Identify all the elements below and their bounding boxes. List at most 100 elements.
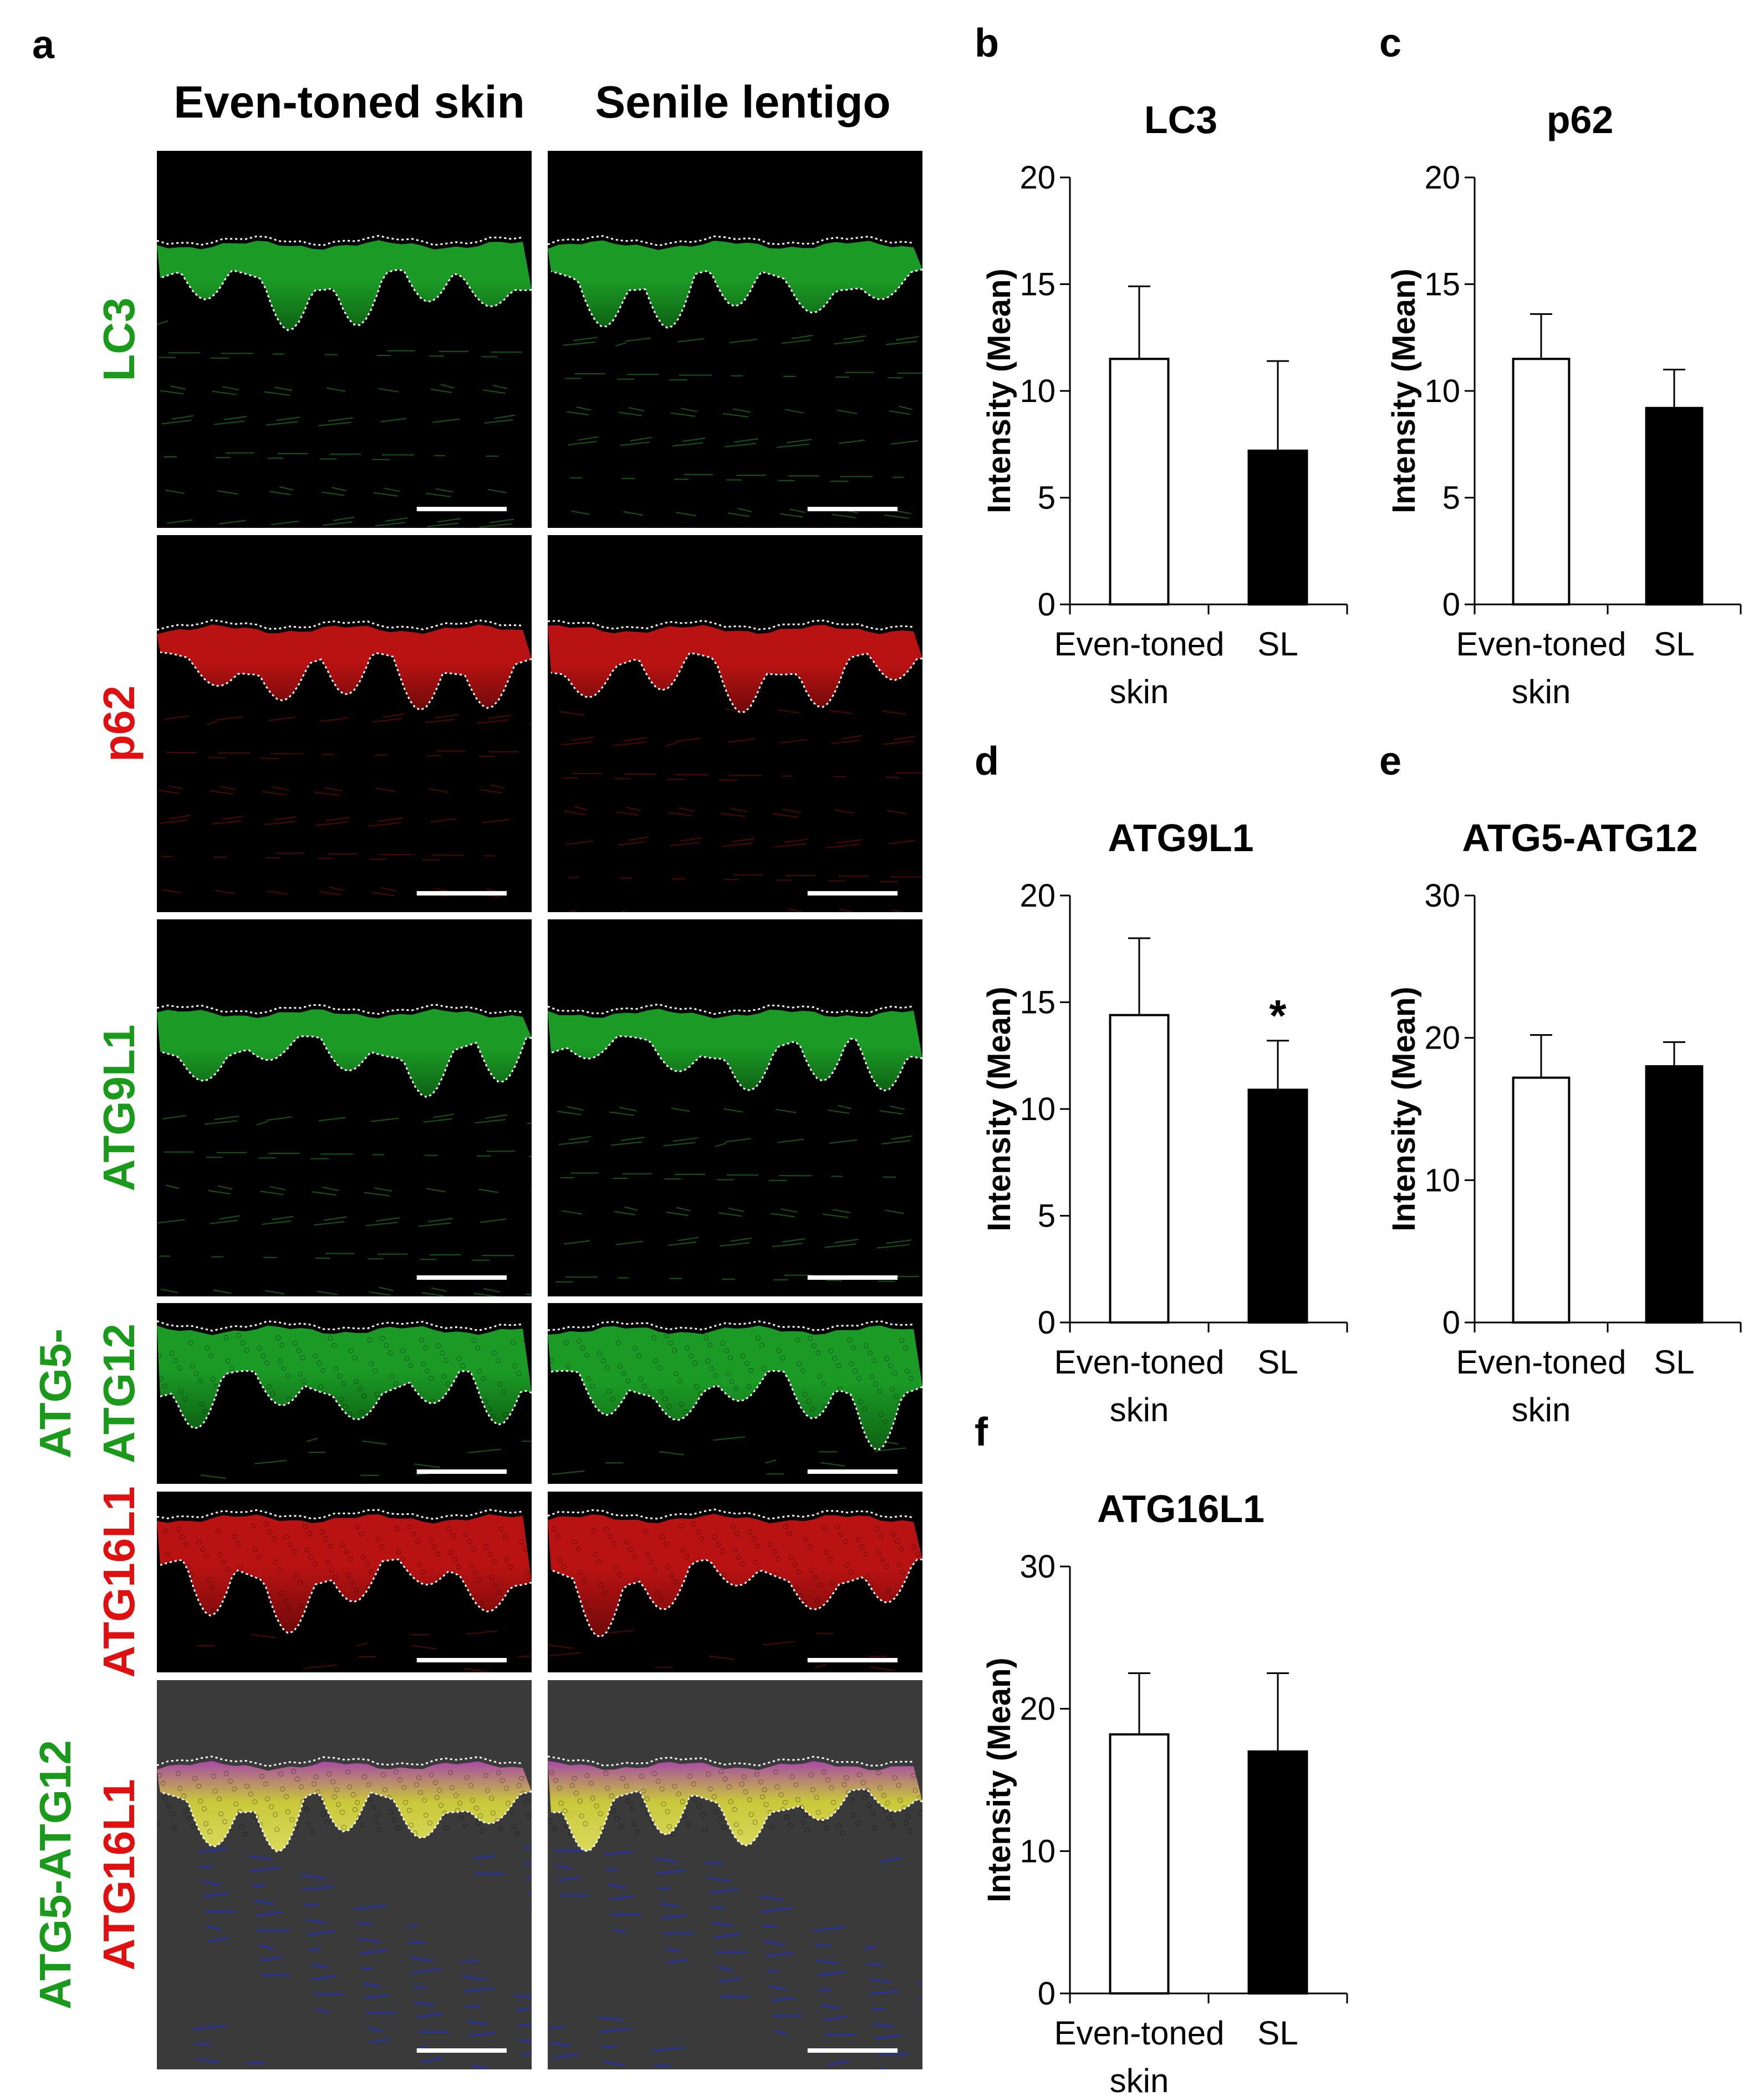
scale-bar xyxy=(808,1275,898,1280)
row-label-1-0: p62 xyxy=(94,535,144,912)
y-tick-label: 10 xyxy=(1019,1833,1056,1869)
y-tick-label: 15 xyxy=(1424,267,1460,303)
chart-panel-c: c p62 0 5 10 15 20 Intensity (Mean) Even-toned sk… xyxy=(1364,22,1763,721)
x-tick-label: SL xyxy=(1654,625,1694,663)
micrograph-1-even-toned xyxy=(157,535,532,912)
significance-marker: * xyxy=(1269,991,1287,1040)
scale-bar xyxy=(808,1658,898,1662)
panel-e-letter: e xyxy=(1379,739,1401,784)
y-tick-label: 0 xyxy=(1442,1305,1460,1341)
micrograph-1-senile-lentigo xyxy=(548,535,922,912)
x-tick-label: SL xyxy=(1257,1344,1298,1381)
panel-f-letter: f xyxy=(975,1410,988,1454)
micrograph-2-senile-lentigo xyxy=(548,919,922,1296)
y-tick-label: 20 xyxy=(1019,160,1056,196)
scale-bar xyxy=(808,507,898,511)
y-tick-label: 0 xyxy=(1442,587,1460,623)
chart-panel-b: b LC3 0 5 10 15 20 Intensity (Mean) Even-toned sk… xyxy=(959,22,1369,721)
bar-0 xyxy=(1513,359,1569,604)
x-tick-label: skin xyxy=(1110,2062,1169,2096)
chart-title: ATG16L1 xyxy=(1097,1487,1265,1530)
column-title-senile-lentigo: Senile lentigo xyxy=(549,77,937,129)
micrograph-5-even-toned xyxy=(157,1680,532,2069)
bar-0 xyxy=(1513,1078,1569,1322)
bar-1 xyxy=(1249,1090,1307,1322)
bar-1 xyxy=(1646,408,1702,604)
y-tick-label: 5 xyxy=(1442,480,1460,516)
y-tick-label: 30 xyxy=(1424,878,1460,914)
x-tick-label: Even-toned xyxy=(1054,2014,1225,2052)
y-tick-label: 10 xyxy=(1424,373,1460,409)
column-title-even-toned: Even-toned skin xyxy=(155,77,543,129)
scale-bar xyxy=(417,507,507,511)
y-tick-label: 0 xyxy=(1038,587,1056,623)
y-tick-label: 0 xyxy=(1038,1305,1056,1341)
chart-title: ATG5-ATG12 xyxy=(1462,816,1697,859)
panel-c-letter: c xyxy=(1379,21,1401,65)
y-tick-label: 10 xyxy=(1019,373,1056,409)
y-axis-label: Intensity (Mean) xyxy=(981,268,1017,513)
y-tick-label: 20 xyxy=(1019,1691,1056,1727)
micrograph-4-senile-lentigo xyxy=(548,1492,922,1672)
y-tick-label: 30 xyxy=(1019,1549,1056,1585)
scale-bar xyxy=(808,891,898,896)
x-tick-label: skin xyxy=(1512,673,1571,710)
x-tick-label: Even-toned xyxy=(1054,1344,1225,1381)
y-tick-label: 15 xyxy=(1019,985,1056,1021)
y-tick-label: 10 xyxy=(1019,1091,1056,1127)
bar-1 xyxy=(1646,1066,1702,1322)
x-tick-label: SL xyxy=(1654,1344,1694,1381)
panel-b-letter: b xyxy=(975,21,999,65)
bar-0 xyxy=(1110,359,1169,604)
micrograph-2-even-toned xyxy=(157,919,532,1296)
y-tick-label: 5 xyxy=(1038,480,1056,516)
scale-bar xyxy=(417,891,507,896)
bar-1 xyxy=(1249,451,1307,604)
scale-bar xyxy=(417,1275,507,1280)
micrograph-5-senile-lentigo xyxy=(548,1680,922,2069)
panel-d-letter: d xyxy=(975,739,999,784)
y-tick-label: 10 xyxy=(1424,1162,1460,1198)
row-label-3-0: ATG5- xyxy=(30,1238,80,1549)
scale-bar xyxy=(417,1658,507,1662)
panel-a-letter: a xyxy=(32,22,54,68)
chart-panel-e: e ATG5-ATG12 0 10 20 30 Intensity (Mean) Even-t… xyxy=(1364,740,1763,1439)
x-tick-label: skin xyxy=(1110,673,1169,710)
y-tick-label: 20 xyxy=(1424,160,1460,196)
micrograph-0-senile-lentigo xyxy=(548,151,922,528)
micrograph-3-even-toned xyxy=(157,1303,532,1484)
micrograph-4-even-toned xyxy=(157,1492,532,1672)
y-tick-label: 20 xyxy=(1424,1020,1460,1056)
y-tick-label: 20 xyxy=(1019,878,1056,914)
scale-bar xyxy=(417,2048,507,2053)
chart-panel-f: f ATG16L1 0 10 20 30 Intensity (Mean) Even-tone… xyxy=(959,1411,1369,2093)
x-tick-label: SL xyxy=(1257,625,1298,663)
y-tick-label: 5 xyxy=(1038,1198,1056,1234)
x-tick-label: SL xyxy=(1257,2014,1298,2052)
x-tick-label: skin xyxy=(1512,1391,1571,1428)
bar-0 xyxy=(1110,1734,1169,1993)
micrograph-3-senile-lentigo xyxy=(548,1303,922,1484)
bar-0 xyxy=(1110,1015,1169,1322)
micrograph-0-even-toned xyxy=(157,151,532,528)
scale-bar xyxy=(417,1469,507,1474)
row-label-5-1: ATG16L1 xyxy=(94,1680,144,2069)
row-label-5-0: ATG5-ATG12 xyxy=(30,1680,80,2069)
chart-title: p62 xyxy=(1547,98,1614,141)
x-tick-label: Even-toned xyxy=(1456,625,1627,663)
y-axis-label: Intensity (Mean) xyxy=(981,986,1017,1232)
bar-1 xyxy=(1249,1752,1307,1993)
x-tick-label: Even-toned xyxy=(1456,1344,1627,1381)
x-tick-label: Even-toned xyxy=(1054,625,1225,663)
y-axis-label: Intensity (Mean) xyxy=(1386,268,1422,513)
chart-title: LC3 xyxy=(1144,98,1217,141)
chart-title: ATG9L1 xyxy=(1108,816,1253,859)
scale-bar xyxy=(808,1469,898,1474)
row-label-0-0: LC3 xyxy=(94,151,144,528)
chart-panel-d: d ATG9L1 0 5 10 15 20 Intensity (Mean) Even-tone… xyxy=(959,740,1369,1439)
y-axis-label: Intensity (Mean) xyxy=(1386,986,1422,1232)
y-tick-label: 15 xyxy=(1019,267,1056,303)
y-tick-label: 0 xyxy=(1038,1976,1056,2012)
scale-bar xyxy=(808,2048,898,2053)
y-axis-label: Intensity (Mean) xyxy=(981,1657,1017,1902)
